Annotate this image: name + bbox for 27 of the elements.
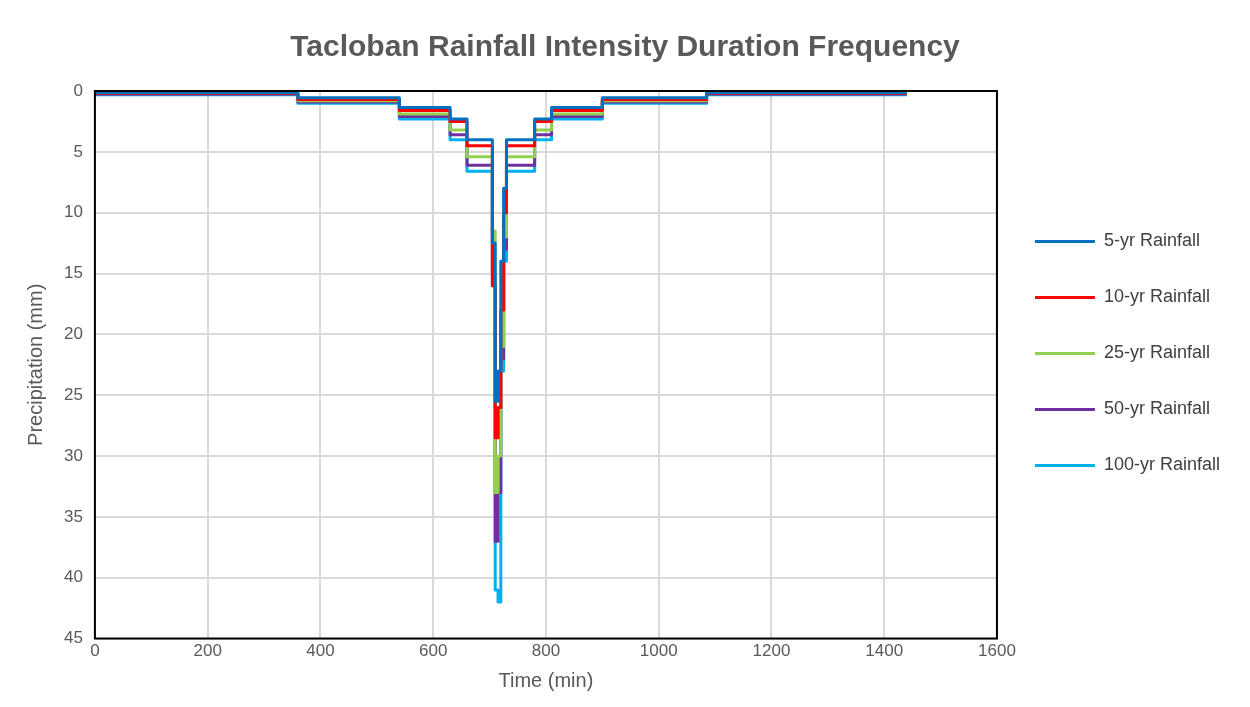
y-tick-label: 35 (63, 506, 83, 526)
y-tick-label: 5 (73, 141, 83, 161)
x-tick-label: 600 (418, 641, 448, 661)
legend-label: 25-yr Rainfall (1103, 342, 1210, 363)
y-axis-title: Precipitation (mm) (23, 283, 46, 446)
y-tick-label: 0 (73, 80, 83, 100)
y-tick-label: 40 (63, 567, 83, 587)
x-tick-label: 1000 (639, 641, 678, 661)
x-tick-label: 0 (90, 641, 100, 661)
legend-label: 100-yr Rainfall (1103, 454, 1221, 475)
legend-label: 10-yr Rainfall (1103, 286, 1210, 307)
x-tick-label: 1200 (752, 641, 791, 661)
x-tick-label: 1400 (865, 641, 904, 661)
x-tick-label: 400 (306, 641, 335, 661)
y-tick-label: 15 (63, 263, 83, 283)
y-tick-label: 45 (63, 628, 83, 648)
y-tick-label: 10 (63, 202, 83, 222)
legend-label: 5-yr Rainfall (1103, 230, 1200, 251)
x-axis-title: Time (min) (498, 668, 594, 691)
y-tick-label: 30 (63, 445, 83, 465)
x-tick-label: 1600 (978, 641, 1016, 661)
chart-title: Tacloban Rainfall Intensity Duration Frequency (290, 29, 961, 63)
y-tick-label: 25 (63, 384, 83, 404)
x-tick-label: 200 (193, 641, 222, 661)
y-tick-label: 20 (63, 324, 83, 344)
x-tick-label: 800 (531, 641, 561, 661)
legend-label: 50-yr Rainfall (1103, 398, 1210, 419)
